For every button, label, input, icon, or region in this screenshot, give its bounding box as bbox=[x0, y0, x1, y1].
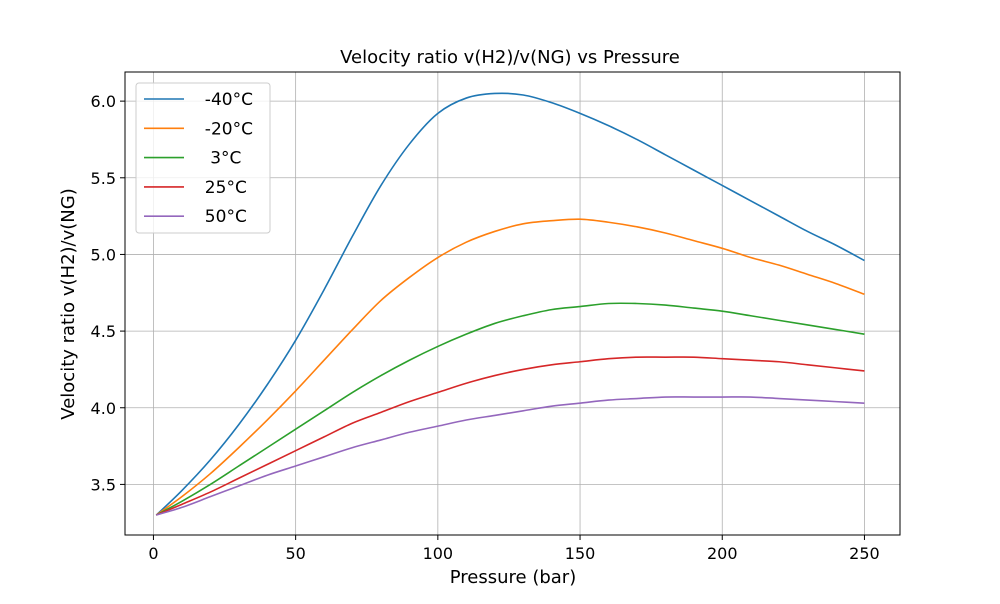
series-line-4 bbox=[155, 356, 865, 516]
legend-box bbox=[135, 82, 271, 234]
x-tick-label: 200 bbox=[707, 544, 738, 563]
series-line-2 bbox=[155, 218, 865, 516]
legend-label: -20°C bbox=[194, 119, 253, 139]
legend-label: -40°C bbox=[194, 90, 253, 110]
series-line-3 bbox=[155, 302, 865, 516]
series-line-5 bbox=[156, 396, 865, 516]
y-tick-label: 5.0 bbox=[91, 245, 116, 264]
legend-label: 50°C bbox=[194, 207, 247, 227]
x-tick-label: 250 bbox=[849, 544, 880, 563]
axis-ticks: 0 50 100 150 200 250 3.5 4.0 4.5 5.0 5.5 6.0 bbox=[91, 92, 880, 563]
series-lines bbox=[155, 92, 865, 516]
x-tick-label: 100 bbox=[423, 544, 454, 563]
legend-label: 25°C bbox=[194, 178, 247, 198]
y-tick-label: 5.5 bbox=[91, 169, 116, 188]
y-tick-label: 3.5 bbox=[91, 475, 116, 494]
x-axis-label: Pressure (bar) bbox=[450, 567, 576, 588]
y-tick-label: 6.0 bbox=[91, 92, 116, 111]
series-line-1 bbox=[155, 92, 865, 516]
plot-frame bbox=[124, 71, 901, 536]
y-axis-label: Velocity ratio v(H2)/v(NG) bbox=[58, 188, 79, 419]
x-tick-label: 50 bbox=[285, 544, 305, 563]
x-tick-label: 150 bbox=[565, 544, 596, 563]
legend: -40°C -20°C 3°C 25°C 50°C bbox=[135, 82, 271, 234]
chart-title: Velocity ratio v(H2)/v(NG) vs Pressure bbox=[340, 47, 680, 68]
legend-label: 3°C bbox=[194, 149, 241, 169]
y-tick-label: 4.0 bbox=[91, 399, 116, 418]
x-tick-label: 0 bbox=[148, 544, 158, 563]
y-tick-label: 4.5 bbox=[91, 322, 116, 341]
